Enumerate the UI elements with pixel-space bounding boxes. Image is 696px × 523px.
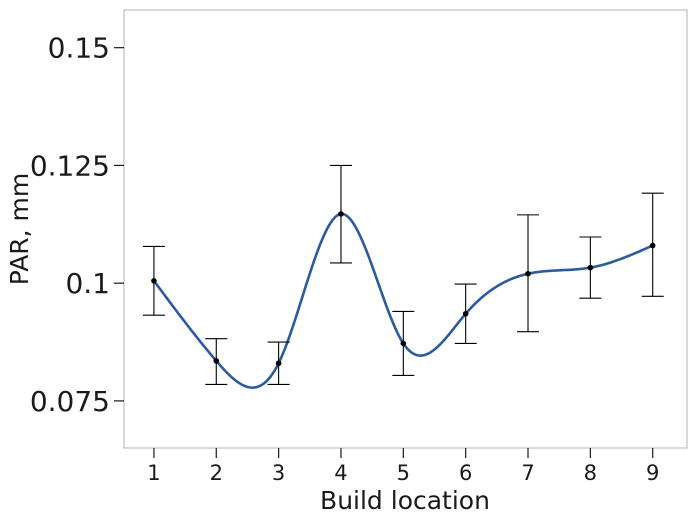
x-axis: 1 2 3 4 5 6 7 8 9 [147, 448, 659, 485]
y-axis: 0.075 0.1 0.125 0.15 [30, 32, 124, 418]
y-tick-label: 0.1 [65, 267, 110, 300]
data-point [151, 278, 157, 284]
data-point [587, 264, 594, 271]
data-points [151, 211, 656, 367]
data-point [275, 360, 282, 367]
x-tick-label: 9 [646, 461, 659, 485]
x-tick-label: 1 [147, 461, 160, 485]
data-point [462, 310, 469, 317]
y-tick-label: 0.075 [30, 385, 110, 418]
x-tick-label: 7 [521, 461, 534, 485]
x-tick-label: 2 [210, 461, 223, 485]
x-tick-label: 4 [334, 461, 347, 485]
x-tick-label: 5 [397, 461, 410, 485]
plot-frame [123, 9, 688, 449]
x-tick-label: 6 [459, 461, 472, 485]
data-point [649, 242, 656, 249]
data-point [400, 340, 407, 347]
y-tick-label: 0.125 [30, 149, 110, 182]
x-tick-label: 8 [584, 461, 597, 485]
y-axis-title: PAR, mm [5, 173, 34, 286]
data-point [525, 270, 531, 277]
data-point [213, 358, 220, 364]
data-point [338, 211, 344, 217]
y-tick-label: 0.15 [48, 32, 110, 65]
x-tick-label: 3 [272, 461, 285, 485]
x-axis-title: Build location [320, 486, 490, 515]
